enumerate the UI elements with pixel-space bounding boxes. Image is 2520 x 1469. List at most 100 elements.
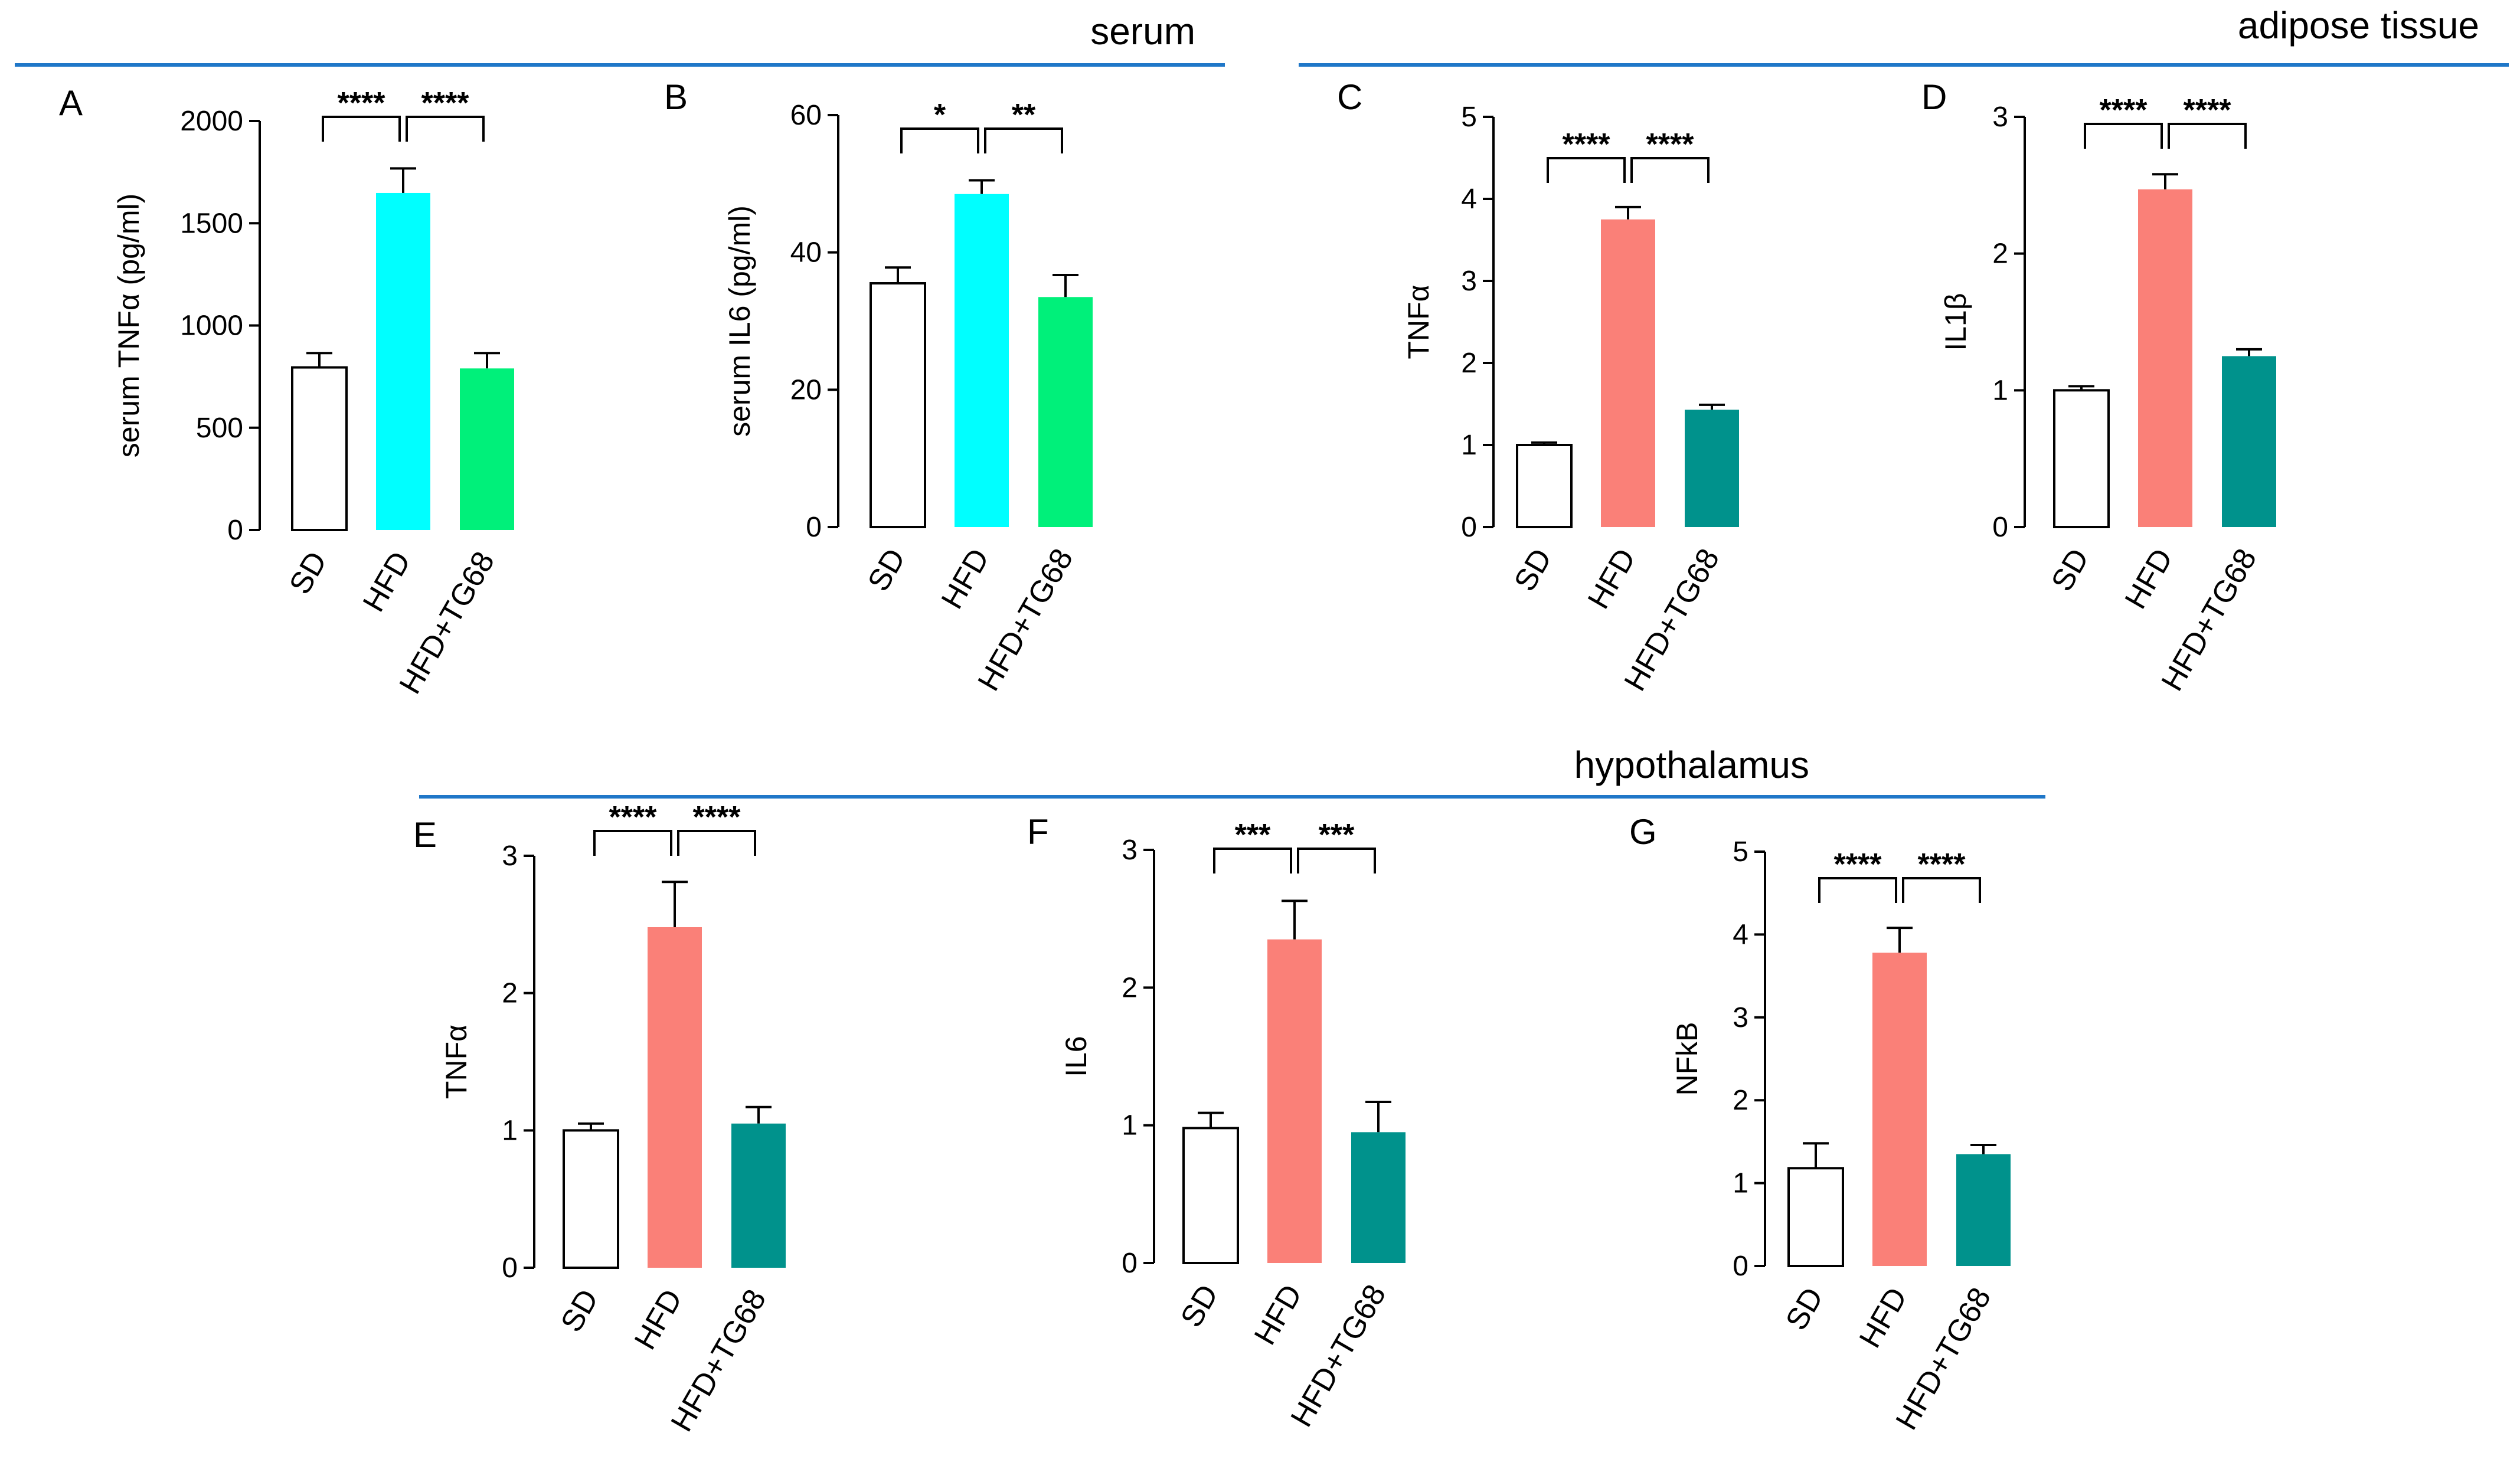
bar-sd [2053,389,2110,528]
x-category-label: SD [554,1284,605,1338]
y-tick-label: 0 [1461,512,1477,543]
x-category-label: HFD [1248,1279,1309,1351]
y-tick-label: 5 [1461,102,1477,133]
y-axis-label: TNFα [1402,284,1435,359]
significance-stars: **** [1834,848,1882,882]
x-category-label: SD [1779,1282,1830,1336]
y-tick-label: 40 [790,237,822,269]
significance-bracket [1213,848,1292,873]
bar-sd [1787,1167,1844,1267]
panel-letter-b: B [664,77,688,117]
y-tick-label: 1500 [180,208,243,239]
y-tick-label: 1 [1992,375,2008,406]
significance-bracket [1902,877,1981,903]
y-tick-label: 3 [1733,1002,1748,1033]
y-tick-label: 3 [1992,102,2008,133]
y-tick-label: 0 [502,1252,518,1284]
x-category-label: SD [283,546,334,600]
y-tick-label: 0 [806,512,822,543]
bar-hfd [648,927,702,1268]
y-tick-label: 4 [1733,919,1748,950]
y-tick-label: 0 [1992,512,2008,543]
significance-stars: **** [693,800,741,835]
x-category-label: HFD [2119,543,2180,615]
significance-stars: ** [1012,98,1036,132]
y-tick-label: 1 [1122,1110,1138,1141]
y-axis-label: serum TNFα (pg/ml) [112,194,145,457]
panel-letter-c: C [1337,77,1362,117]
x-category-label: SD [861,543,912,597]
bar-hfd-tg68 [460,368,514,530]
panel-letter-g: G [1629,812,1657,852]
y-tick-label: 5 [1733,836,1748,868]
bar-hfd-tg68 [1685,410,1739,527]
significance-bracket [406,116,485,142]
section-serum: serum [15,10,1225,67]
y-tick-label: 2 [502,978,518,1009]
bar-hfd [2138,189,2192,527]
y-tick-label: 3 [1122,835,1138,866]
bar-hfd [1872,953,1927,1266]
x-category-label: HFD [628,1284,689,1356]
significance-stars: **** [609,800,658,835]
bar-hfd-tg68 [731,1123,786,1268]
panel-letter-a: A [59,83,83,123]
y-tick-label: 1000 [180,310,243,342]
significance-stars: **** [421,86,470,120]
y-axis-label: NFkB [1671,1022,1704,1096]
panel-letter-f: F [1027,812,1049,852]
significance-bracket [593,830,672,856]
bar-hfd-tg68 [1038,297,1093,527]
panel-letter-d: D [1921,77,1947,117]
y-tick-label: 1 [502,1115,518,1146]
y-tick-label: 60 [790,100,822,131]
significance-stars: *** [1235,818,1271,852]
bar-sd [870,282,926,528]
significance-stars: * [934,98,946,132]
bar-hfd-tg68 [2222,356,2276,527]
bar-hfd [376,192,430,530]
y-tick-label: 2 [1733,1085,1748,1116]
y-tick-label: 2000 [180,106,243,137]
x-category-label: HFD [1581,543,1643,615]
significance-bracket [984,127,1063,153]
significance-bracket [2084,123,2163,149]
significance-bracket [1630,157,1710,183]
x-category-label: SD [1174,1279,1225,1333]
bar-sd [291,366,348,531]
section-hypothalamus: hypothalamus [419,744,2045,799]
section-adipose: adipose tissue [1299,4,2509,67]
y-axis-label: serum IL6 (pg/ml) [723,205,756,437]
y-tick-label: 500 [196,413,243,444]
bar-sd [563,1129,619,1270]
significance-bracket [1547,157,1626,183]
bar-hfd [955,194,1009,527]
bar-sd [1516,444,1573,528]
significance-bracket [322,116,401,142]
y-tick-label: 1 [1733,1168,1748,1199]
significance-bracket [1818,877,1897,903]
y-tick-label: 0 [1733,1251,1748,1282]
bar-hfd [1267,939,1322,1263]
significance-bracket [677,830,756,856]
y-tick-label: 0 [227,515,243,546]
x-category-label: SD [1508,543,1558,597]
bar-sd [1182,1127,1239,1265]
y-tick-label: 2 [1122,972,1138,1003]
x-category-label: HFD [1853,1282,1914,1354]
y-axis-label: IL6 [1060,1036,1093,1077]
significance-stars: **** [1918,848,1966,882]
significance-stars: *** [1319,818,1355,852]
y-tick-label: 1 [1461,430,1477,461]
x-category-label: HFD [357,546,418,618]
significance-bracket [900,127,979,153]
y-tick-label: 3 [502,840,518,872]
section-serum-title: serum [1090,10,1195,53]
significance-stars: **** [2184,93,2232,127]
